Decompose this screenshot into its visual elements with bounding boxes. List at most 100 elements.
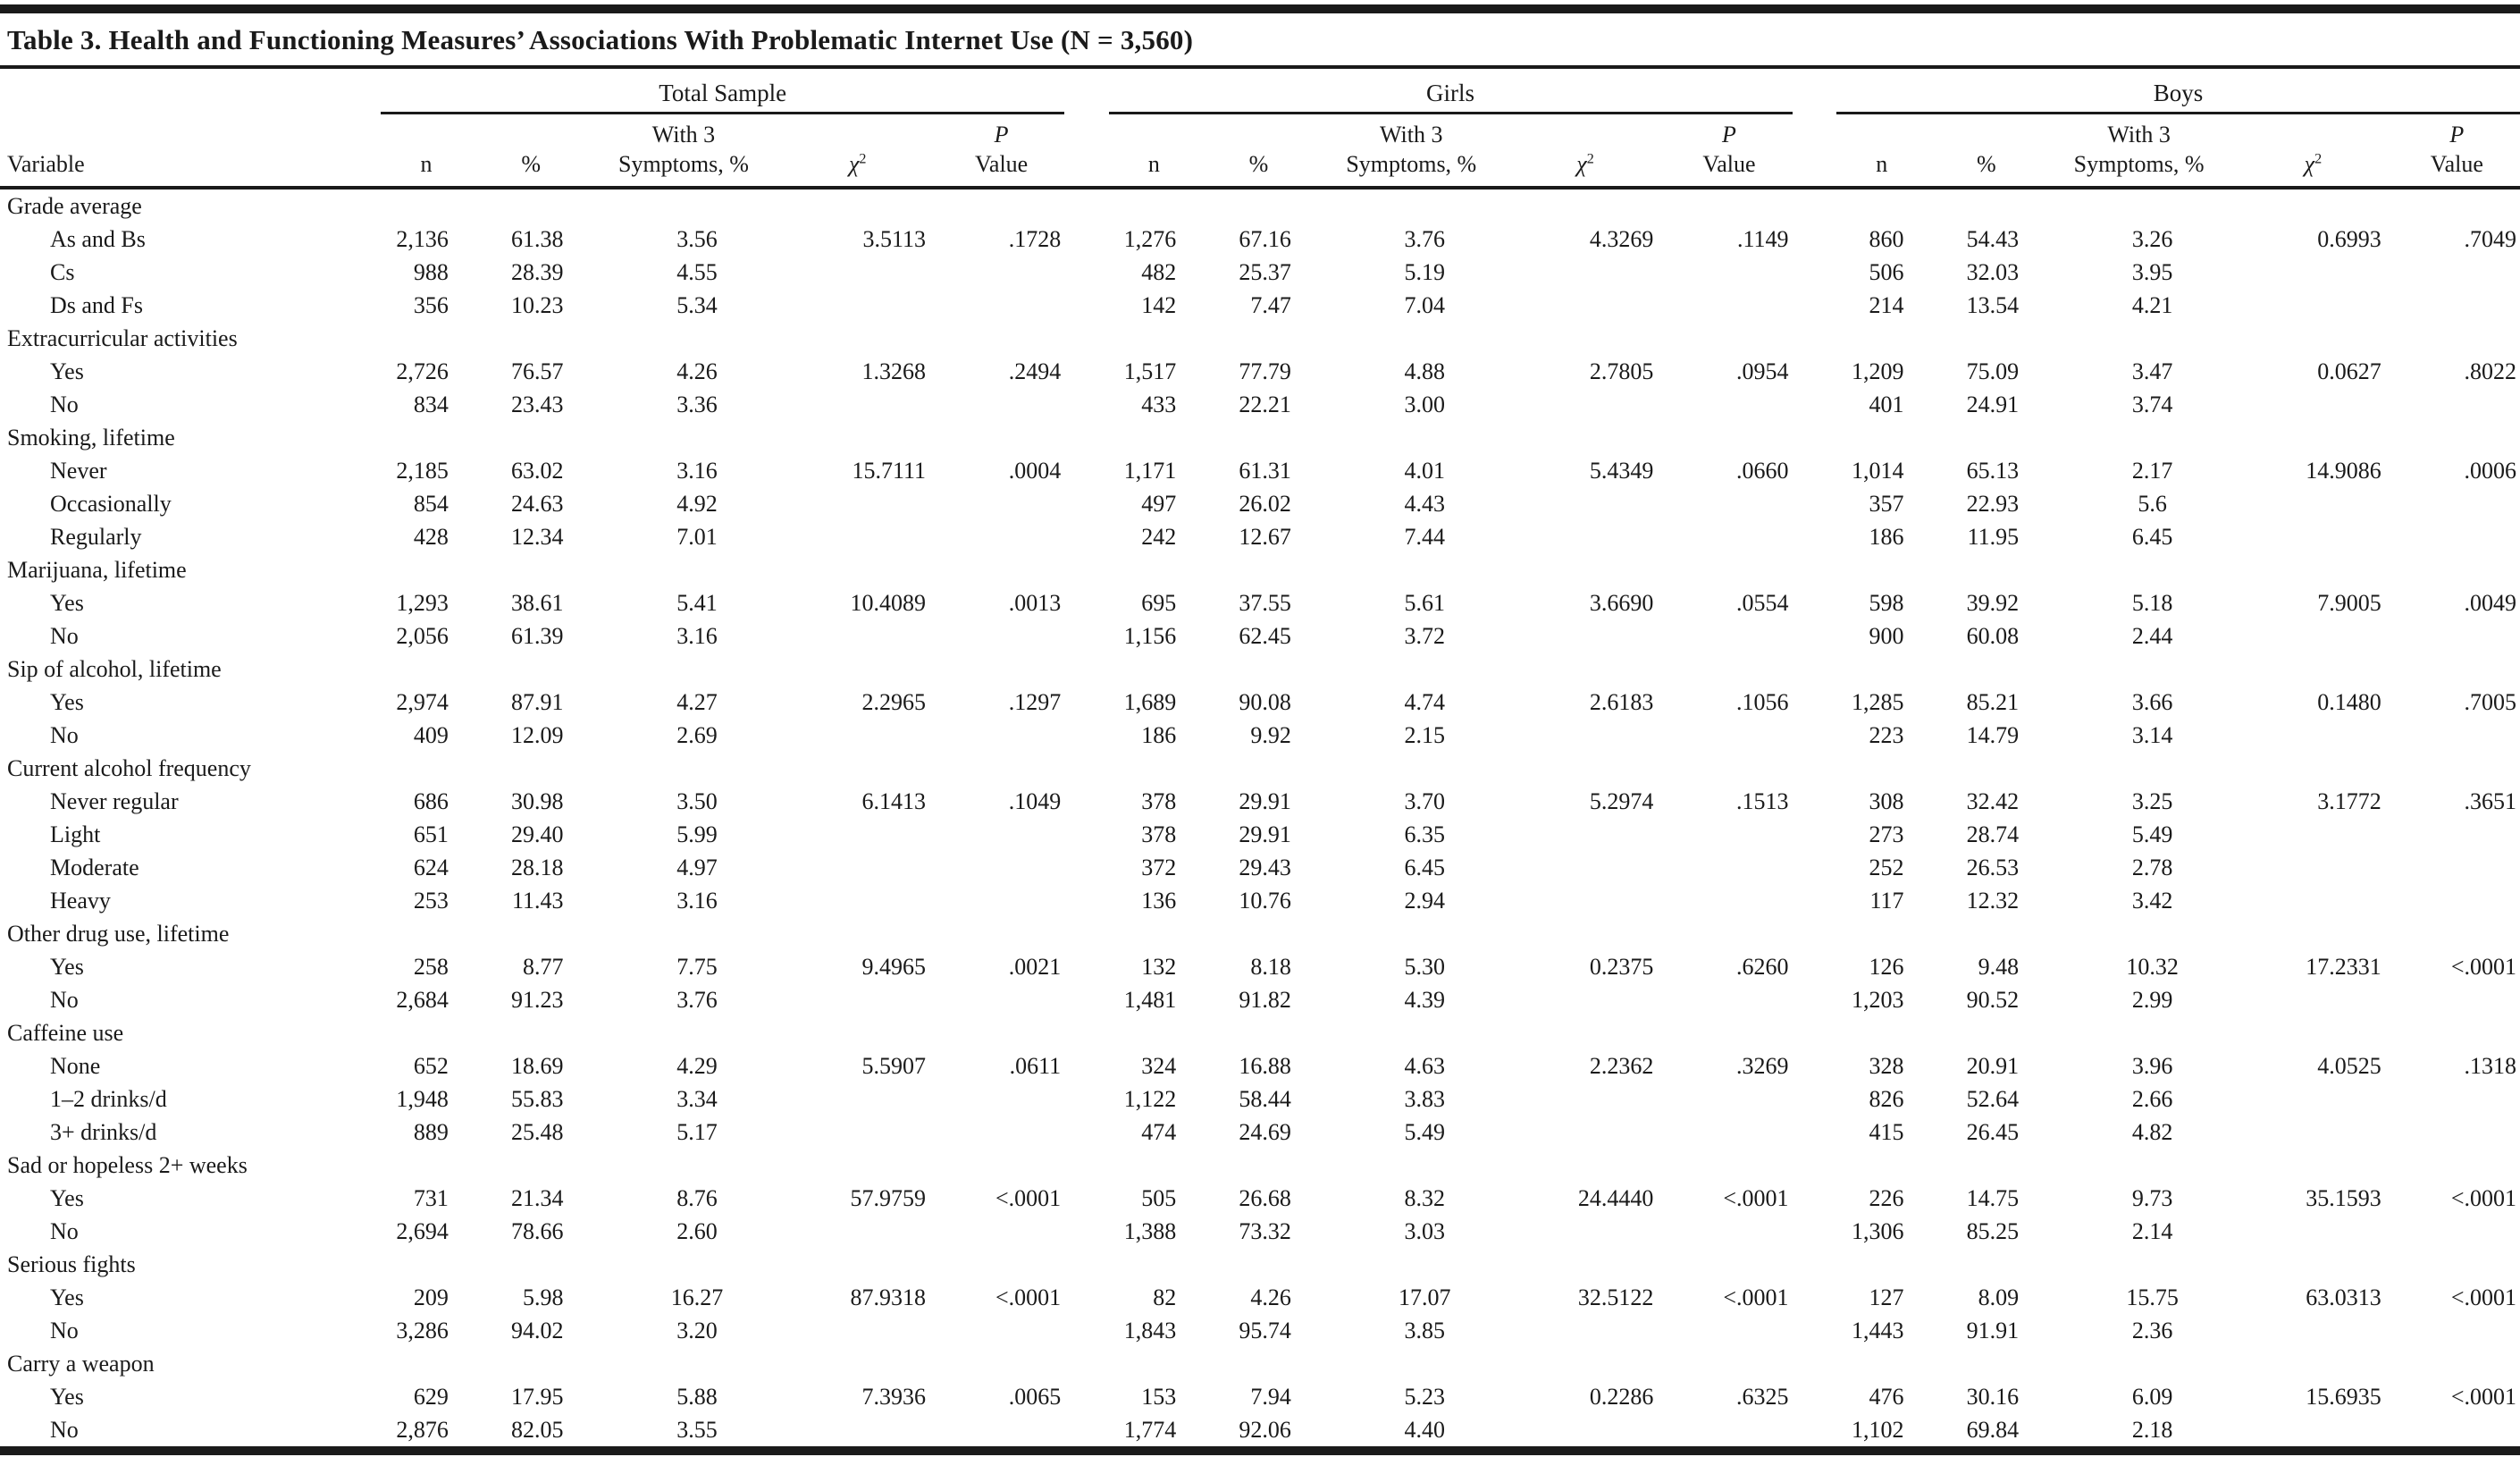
boys-p-value — [2394, 851, 2520, 884]
column-header-chi-square: χ2 — [1504, 113, 1667, 189]
girls-n: 186 — [1141, 722, 1177, 748]
boys-n: 214 — [1869, 292, 1904, 318]
boys-p-value — [2394, 983, 2520, 1016]
total-chi-square: 57.9759 — [850, 1185, 927, 1211]
row-label: As and Bs — [50, 226, 146, 252]
total-chi-square — [777, 719, 938, 752]
girls-with3-symptoms: 4.88 — [1404, 358, 1446, 384]
girls-chi-square: 2.2362 — [1589, 1053, 1654, 1079]
girls-chi-square — [1505, 1116, 1667, 1149]
boys-with3-symptoms: 4.82 — [2131, 1119, 2173, 1145]
girls-chi-square: 0.2375 — [1589, 954, 1654, 980]
boys-chi-square: 0.6993 — [2317, 226, 2381, 252]
total-n: 731 — [413, 1185, 449, 1211]
boys-percent: 24.91 — [1966, 392, 2020, 417]
boys-with3-symptoms: 3.25 — [2131, 788, 2173, 814]
girls-percent: 7.94 — [1250, 1384, 1291, 1410]
gap-cell — [1793, 818, 1836, 851]
total-percent: 8.77 — [523, 954, 564, 980]
gap-cell — [1064, 1380, 1108, 1413]
total-chi-square — [777, 289, 938, 322]
total-percent: 87.91 — [511, 689, 564, 715]
total-percent: 78.66 — [511, 1218, 564, 1244]
column-header-p-value: P Value — [1666, 113, 1793, 189]
girls-p-value — [1666, 1413, 1792, 1451]
total-chi-square — [777, 487, 938, 520]
section-header-row: Smoking, lifetime — [0, 421, 2520, 454]
data-row: No 2,694 78.66 2.60 1,388 73.32 3.03 1,306 85.25… — [0, 1215, 2520, 1248]
total-p-value: .0004 — [1008, 458, 1062, 484]
total-percent: 23.43 — [511, 392, 564, 417]
boys-n: 1,209 — [1852, 358, 1904, 384]
section-header-row: Sip of alcohol, lifetime — [0, 653, 2520, 686]
gap-cell — [1064, 1281, 1108, 1314]
chi-superscript: 2 — [859, 151, 867, 167]
girls-p-value — [1666, 1314, 1792, 1347]
total-p-value: .0611 — [1009, 1053, 1062, 1079]
total-p-value — [938, 851, 1064, 884]
group-header-row: Total Sample Girls Boys — [0, 69, 2520, 114]
gap-cell — [1793, 719, 1836, 752]
total-p-value — [938, 719, 1064, 752]
girls-p-value — [1666, 884, 1792, 917]
girls-with3-symptoms: 3.83 — [1404, 1086, 1446, 1112]
boys-percent: 28.74 — [1966, 821, 2020, 847]
total-p-value — [938, 983, 1064, 1016]
gap-cell — [1793, 487, 1836, 520]
boys-percent: 14.79 — [1966, 722, 2020, 748]
girls-with3-symptoms: 4.43 — [1404, 491, 1446, 517]
girls-percent: 29.91 — [1239, 821, 1291, 847]
chi-symbol: χ — [1576, 151, 1587, 177]
girls-percent: 9.92 — [1250, 722, 1291, 748]
total-with3-symptoms: 4.92 — [676, 491, 718, 517]
total-percent: 5.98 — [523, 1284, 564, 1310]
girls-percent: 37.55 — [1239, 590, 1291, 616]
gap-cell — [1064, 1049, 1108, 1082]
total-chi-square: 1.3268 — [861, 358, 927, 384]
total-with3-symptoms: 7.01 — [676, 524, 718, 550]
girls-n: 132 — [1141, 954, 1177, 980]
boys-p-value: .0006 — [2464, 458, 2517, 484]
girls-n: 142 — [1141, 292, 1177, 318]
total-n: 2,056 — [396, 623, 449, 649]
boys-with3-symptoms: 3.47 — [2131, 358, 2173, 384]
boys-percent: 91.91 — [1966, 1318, 2020, 1343]
total-percent: 17.95 — [511, 1384, 564, 1410]
data-table: Total Sample Girls Boys Variable n % Wit… — [0, 69, 2520, 1455]
girls-chi-square: 32.5122 — [1577, 1284, 1654, 1310]
total-n: 428 — [413, 524, 449, 550]
total-n: 258 — [413, 954, 449, 980]
data-row: Yes 1,293 38.61 5.41 10.4089 .0013 695 37.55 5.6… — [0, 586, 2520, 619]
header-line-2: Value — [975, 151, 1029, 177]
total-with3-symptoms: 3.50 — [676, 788, 718, 814]
gap-cell — [1064, 256, 1108, 289]
section-label: Sip of alcohol, lifetime — [7, 656, 222, 682]
column-header-chi-square: χ2 — [2232, 113, 2394, 189]
boys-chi-square: 17.2331 — [2306, 954, 2381, 980]
row-label: Yes — [50, 1284, 84, 1310]
total-percent: 76.57 — [511, 358, 564, 384]
data-row: Yes 2,974 87.91 4.27 2.2965 .1297 1,689 90.08 4.… — [0, 686, 2520, 719]
boys-with3-symptoms: 6.45 — [2131, 524, 2173, 550]
boys-p-value: .8022 — [2464, 358, 2517, 384]
row-label: Never — [50, 458, 107, 484]
gap-cell — [1793, 1049, 1836, 1082]
girls-p-value — [1666, 289, 1792, 322]
gap-cell — [1793, 223, 1836, 256]
total-chi-square: 15.7111 — [852, 458, 927, 484]
girls-p-value: .6325 — [1736, 1384, 1789, 1410]
boys-percent: 8.09 — [1978, 1284, 2020, 1310]
table-title: Table 3. Health and Functioning Measures… — [7, 24, 1194, 55]
total-p-value — [938, 619, 1064, 653]
total-chi-square — [777, 983, 938, 1016]
girls-n: 695 — [1141, 590, 1177, 616]
girls-n: 1,388 — [1123, 1218, 1177, 1244]
gap-cell — [1064, 950, 1108, 983]
boys-p-value — [2394, 818, 2520, 851]
total-n: 651 — [413, 821, 449, 847]
boys-p-value — [2394, 256, 2520, 289]
gap-cell — [1793, 454, 1836, 487]
boys-n: 126 — [1869, 954, 1904, 980]
total-p-value — [938, 1215, 1064, 1248]
total-chi-square — [777, 619, 938, 653]
